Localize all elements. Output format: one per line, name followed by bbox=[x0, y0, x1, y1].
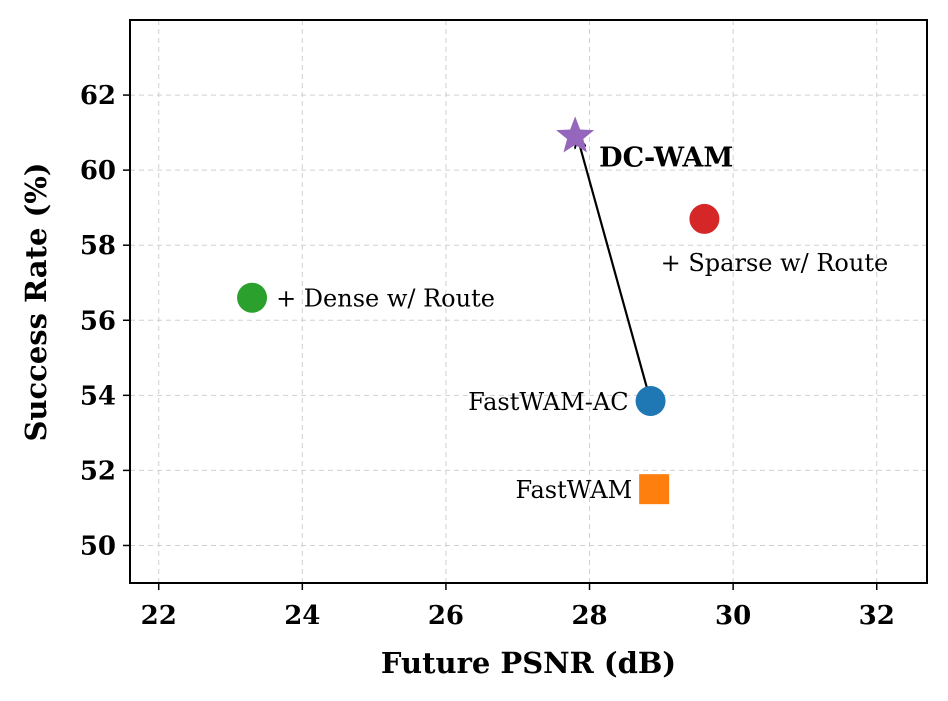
label-fastwam-ac: FastWAM-AC bbox=[468, 388, 628, 416]
label-dc-wam: DC-WAM bbox=[599, 142, 733, 173]
x-tick-label: 22 bbox=[141, 601, 177, 631]
axis-ticks: 22 24 26 28 30 32 50 52 54 56 58 60 62 bbox=[80, 81, 895, 631]
y-tick-label: 50 bbox=[80, 531, 116, 561]
point-fastwam-ac bbox=[635, 385, 666, 416]
x-axis-title: Future PSNR (dB) bbox=[381, 646, 676, 680]
point-dense-w-route bbox=[237, 282, 268, 313]
point-dc-wam bbox=[556, 116, 595, 153]
x-tick-label: 26 bbox=[428, 601, 464, 631]
y-tick-label: 58 bbox=[80, 231, 116, 261]
x-tick-label: 30 bbox=[715, 601, 751, 631]
data-points bbox=[237, 116, 720, 505]
point-sparse-w-route bbox=[689, 203, 720, 234]
y-tick-label: 62 bbox=[80, 81, 116, 111]
point-fastwam bbox=[639, 474, 670, 505]
label-fastwam: FastWAM bbox=[515, 476, 632, 504]
point-labels: FastWAM FastWAM-AC + Dense w/ Route + Spars… bbox=[276, 142, 888, 504]
x-tick-label: 28 bbox=[571, 601, 607, 631]
label-sparse-w-route: + Sparse w/ Route bbox=[661, 249, 889, 277]
y-tick-label: 54 bbox=[80, 381, 116, 411]
grid-lines bbox=[130, 20, 927, 583]
y-tick-label: 56 bbox=[80, 306, 116, 336]
arrow-layer bbox=[579, 142, 652, 402]
y-tick-label: 60 bbox=[80, 156, 116, 186]
label-dense-w-route: + Dense w/ Route bbox=[276, 285, 495, 313]
y-tick-label: 52 bbox=[80, 456, 116, 486]
x-tick-label: 24 bbox=[284, 601, 320, 631]
plot-frame bbox=[129, 19, 928, 584]
x-tick-label: 32 bbox=[859, 601, 895, 631]
improvement-arrow bbox=[579, 142, 652, 402]
y-axis-title: Success Rate (%) bbox=[19, 162, 53, 441]
